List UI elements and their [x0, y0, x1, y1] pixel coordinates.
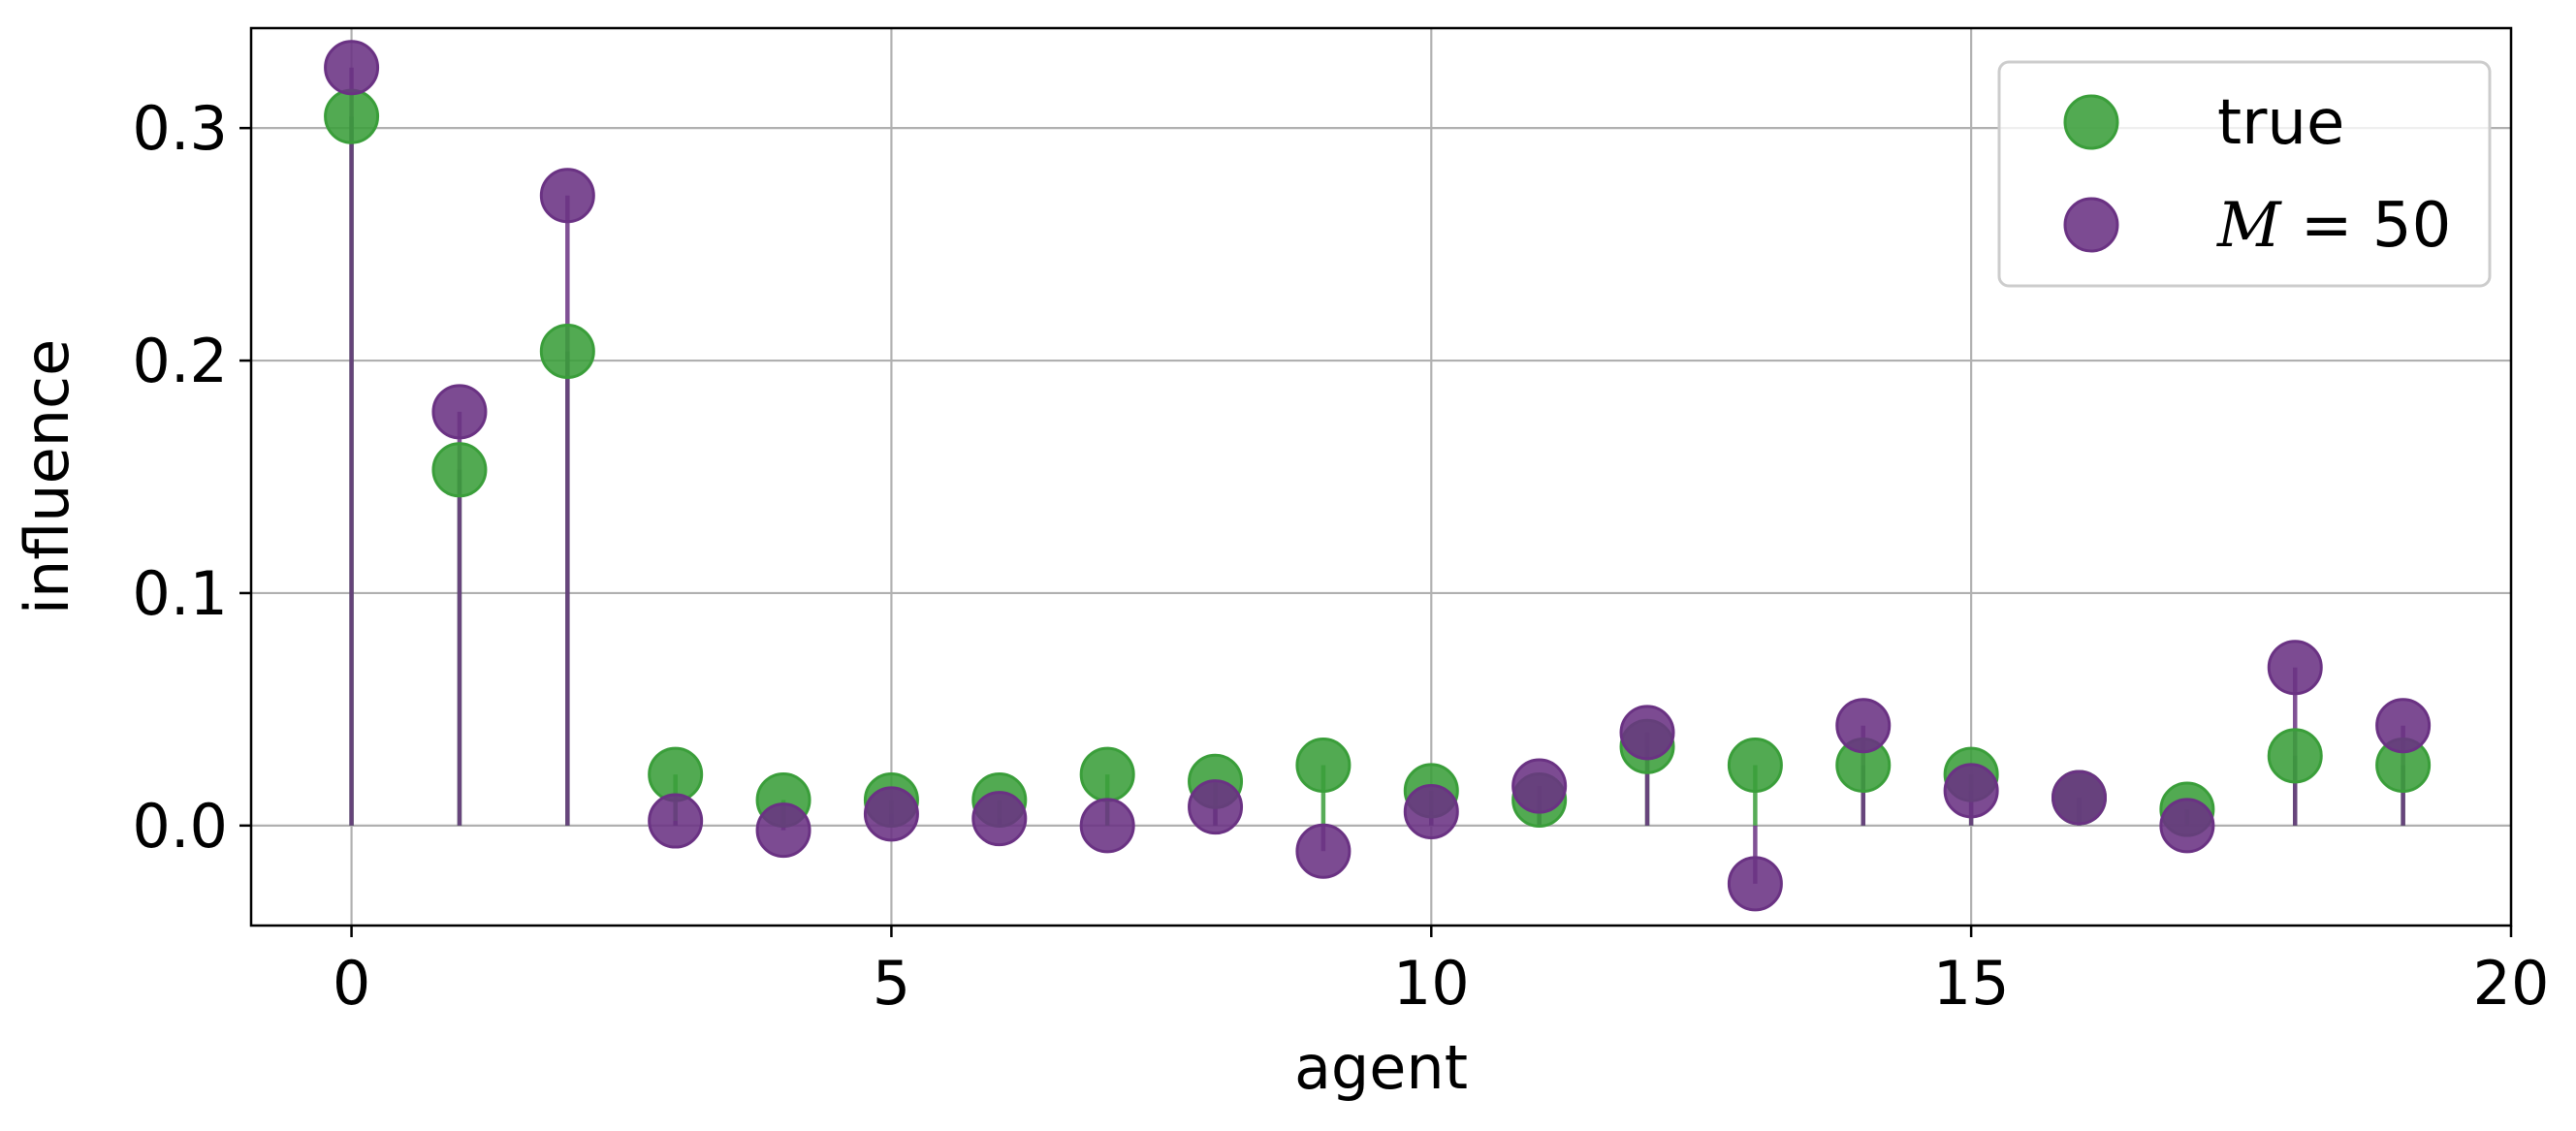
- legend: true M = 50: [1997, 60, 2492, 288]
- point-s1-16: [2051, 770, 2108, 826]
- x-tick-label-4: 20: [2473, 948, 2550, 1019]
- point-s1-2: [539, 168, 595, 224]
- point-s1-9: [1295, 823, 1352, 879]
- point-s1-8: [1188, 779, 1244, 835]
- point-s1-11: [1511, 758, 1568, 814]
- legend-box: [1997, 60, 2492, 288]
- x-tick-label-3: 15: [1933, 948, 2010, 1019]
- x-axis-label: agent: [1294, 1032, 1468, 1103]
- point-s1-1: [431, 384, 488, 440]
- y-tick-label-1: 0.1: [132, 558, 228, 629]
- point-s0-1: [431, 442, 488, 498]
- legend-marker-true: [2063, 94, 2119, 150]
- x-tick-label-1: 5: [873, 948, 910, 1019]
- point-s1-15: [1943, 763, 1999, 819]
- point-s0-7: [1079, 746, 1135, 802]
- point-s1-17: [2159, 798, 2215, 854]
- point-s1-7: [1079, 798, 1135, 854]
- y-tick-label-2: 0.2: [132, 326, 228, 396]
- legend-marker-m50: [2063, 197, 2119, 253]
- point-s1-12: [1619, 705, 1675, 761]
- point-s1-5: [863, 786, 919, 842]
- legend-label-true: true: [2217, 87, 2344, 159]
- y-axis-label: influence: [12, 339, 82, 615]
- y-tick-label-0: 0.0: [132, 791, 228, 862]
- x-tick-label-0: 0: [333, 948, 370, 1019]
- point-s0-2: [539, 323, 595, 379]
- point-s1-14: [1835, 698, 1892, 754]
- point-s0-9: [1295, 737, 1352, 793]
- legend-label-m50-symbol: M: [2216, 190, 2282, 262]
- point-s0-13: [1727, 737, 1783, 793]
- point-s0-18: [2267, 728, 2323, 784]
- tick-labels: 0 5 10 15 20 0.0 0.1 0.2 0.3: [132, 93, 2549, 1019]
- point-s0-3: [648, 746, 704, 802]
- plot-frame: [249, 26, 2513, 927]
- y-tick-label-3: 0.3: [132, 93, 228, 164]
- point-s1-6: [971, 791, 1028, 847]
- point-s1-10: [1403, 783, 1459, 839]
- data-points: [324, 40, 2432, 912]
- point-s1-18: [2267, 640, 2323, 696]
- point-s1-4: [755, 802, 811, 859]
- legend-label-m50-value: = 50: [2281, 190, 2452, 262]
- legend-label-m50: M = 50: [2216, 190, 2451, 262]
- point-s1-13: [1727, 856, 1783, 912]
- point-s1-3: [648, 793, 704, 849]
- point-s1-0: [324, 40, 380, 96]
- point-s1-19: [2375, 698, 2432, 754]
- axis-ticks: [239, 126, 2513, 937]
- point-s0-0: [324, 88, 380, 144]
- x-tick-label-2: 10: [1393, 948, 1470, 1019]
